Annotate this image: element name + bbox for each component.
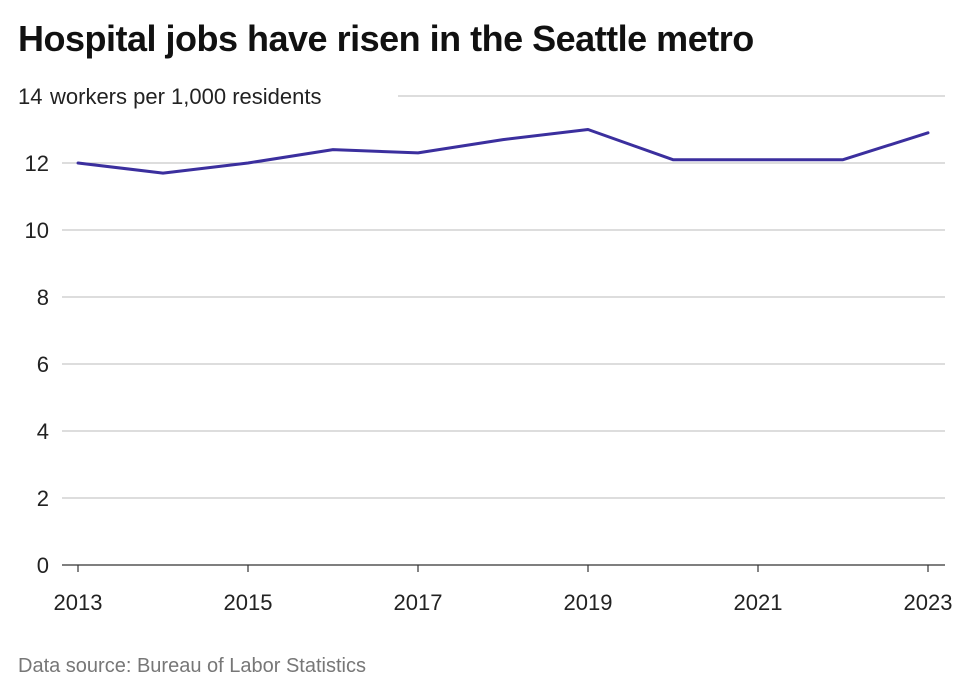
y-tick-label: 12 [25, 151, 49, 176]
data-point [841, 158, 845, 162]
y-tick-label: 14 [18, 84, 42, 109]
x-tick-label: 2013 [54, 590, 103, 615]
x-tick-label: 2017 [394, 590, 443, 615]
chart-title: Hospital jobs have risen in the Seattle … [18, 18, 754, 59]
data-point [161, 171, 165, 175]
y-tick-label: 8 [37, 285, 49, 310]
y-tick-label: 2 [37, 486, 49, 511]
x-tick-label: 2019 [564, 590, 613, 615]
data-point [76, 161, 80, 165]
x-tick-label: 2021 [734, 590, 783, 615]
y-tick-label: 4 [37, 419, 49, 444]
y-axis-ticks: 0 2 4 6 8 10 12 14 workers per 1,000 residents [18, 84, 321, 578]
data-point [246, 161, 250, 165]
data-point [926, 131, 930, 135]
data-source: Data source: Bureau of Labor Statistics [18, 655, 366, 677]
y-tick-label: 0 [37, 553, 49, 578]
series-layer [76, 128, 930, 175]
data-point [331, 148, 335, 152]
data-point [586, 128, 590, 132]
data-point [501, 138, 505, 142]
x-tick-label: 2023 [904, 590, 953, 615]
y-tick-label: 6 [37, 352, 49, 377]
gridlines [62, 95, 945, 566]
unit-label: workers per 1,000 residents [49, 84, 321, 109]
x-tick-label: 2015 [224, 590, 273, 615]
data-point [671, 158, 675, 162]
data-point [756, 158, 760, 162]
data-point [416, 151, 420, 155]
series-line-0 [76, 128, 930, 175]
x-axis: 2013 2015 2017 2019 2021 2023 [54, 565, 953, 615]
y-tick-label: 10 [25, 218, 49, 243]
